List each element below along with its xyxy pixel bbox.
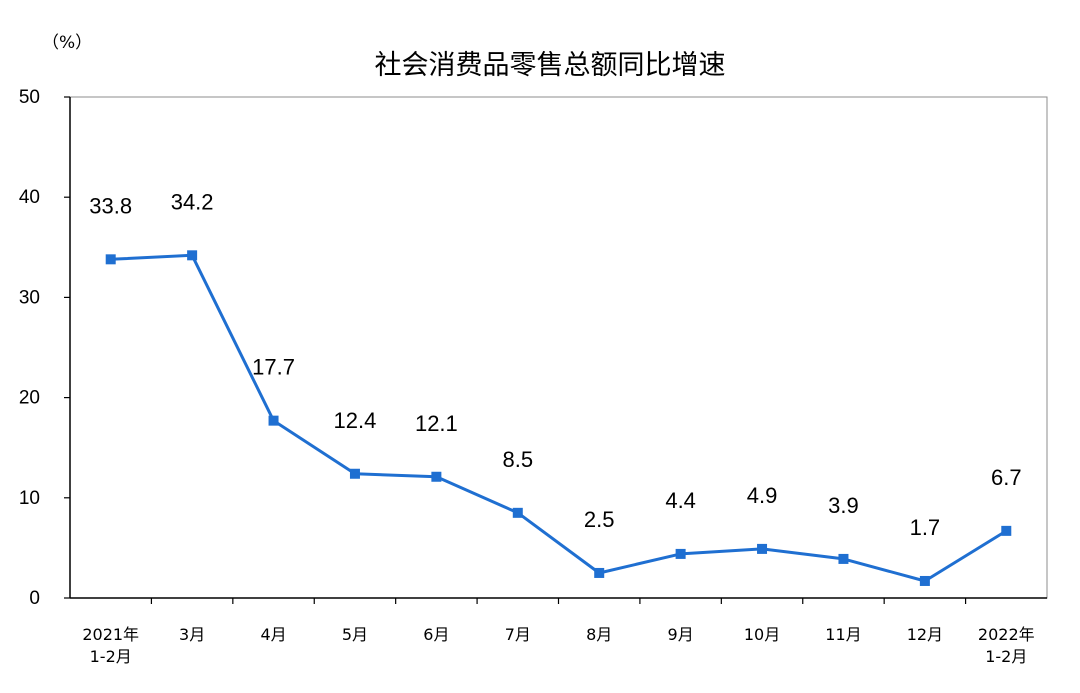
y-axis-unit: （%）: [42, 33, 92, 53]
data-point-marker: [187, 250, 198, 261]
y-tick-label: 30: [19, 287, 40, 308]
series-line: [110, 253, 1008, 583]
x-tick-label-line: 8月: [586, 625, 612, 644]
x-tick-label-line: 1-2月: [90, 647, 132, 666]
x-tick-label-line: 2022年: [978, 625, 1035, 644]
x-tick-label-line: 11月: [825, 625, 861, 644]
data-point-marker: [594, 567, 605, 578]
plot-area-frame: [69, 96, 1048, 599]
x-tick-label: 11月: [825, 625, 861, 644]
y-tick-label: 20: [19, 388, 40, 409]
data-markers: [105, 250, 1012, 586]
data-point-marker: [349, 468, 360, 479]
data-point-marker: [757, 543, 768, 554]
x-tick-label: 4月: [260, 625, 286, 644]
x-tick-label-line: 7月: [505, 625, 531, 644]
data-label: 12.4: [334, 408, 377, 433]
data-label: 2.5: [584, 507, 615, 532]
x-tick-label-line: 9月: [668, 625, 694, 644]
x-tick-label-line: 12月: [907, 625, 943, 644]
y-tick-label: 40: [19, 187, 40, 208]
x-tick-label: 7月: [505, 625, 531, 644]
y-tick-label: 50: [19, 87, 40, 108]
data-label: 3.9: [828, 493, 859, 518]
data-label: 34.2: [171, 189, 214, 214]
y-axis-ticks: 0 10 20 30 40 50: [19, 87, 70, 609]
y-tick-label: 10: [19, 488, 40, 509]
data-point-marker: [105, 254, 116, 265]
data-point-marker: [919, 575, 930, 586]
x-tick-label-line: 4月: [260, 625, 286, 644]
data-label: 12.1: [415, 411, 458, 436]
data-label: 17.7: [252, 355, 295, 380]
x-tick-label-line: 6月: [423, 625, 449, 644]
x-tick-label: 3月: [179, 625, 205, 644]
x-tick-label: 12月: [907, 625, 943, 644]
x-tick-label: 5月: [342, 625, 368, 644]
data-point-marker: [512, 507, 523, 518]
data-point-marker: [838, 553, 849, 564]
x-tick-label-line: 5月: [342, 625, 368, 644]
y-tick-label: 0: [29, 588, 40, 609]
data-labels: 33.8 34.2 17.7 12.4 12.1 8.5 2.5 4.4 4.9 3.9 1.7 6.…: [89, 189, 1021, 540]
data-point-marker: [431, 471, 442, 482]
data-point-marker: [268, 415, 279, 426]
x-tick-label-line: 10月: [744, 625, 780, 644]
data-point-marker: [675, 548, 686, 559]
data-label: 4.9: [747, 483, 778, 508]
x-tick-label: 2022年 1-2月: [978, 625, 1035, 666]
data-point-marker: [1001, 525, 1012, 536]
x-tick-label: 6月: [423, 625, 449, 644]
x-tick-label: 8月: [586, 625, 612, 644]
x-axis-ticks: 2021年 1-2月 3月 4月 5月 6月 7月 8月 9月 10月 11月 12月 2022年 1-2…: [82, 598, 1035, 666]
x-tick-label-line: 3月: [179, 625, 205, 644]
x-tick-label-line: 2021年: [82, 625, 139, 644]
x-tick-label: 9月: [668, 625, 694, 644]
chart-title: 社会消费品零售总额同比增速: [375, 50, 726, 81]
x-tick-label: 10月: [744, 625, 780, 644]
data-label: 6.7: [991, 465, 1022, 490]
x-tick-label: 2021年 1-2月: [82, 625, 139, 666]
x-tick-label-line: 1-2月: [985, 647, 1027, 666]
data-label: 33.8: [89, 193, 132, 218]
data-label: 8.5: [502, 447, 533, 472]
data-label: 1.7: [910, 515, 941, 540]
data-label: 4.4: [665, 488, 696, 513]
